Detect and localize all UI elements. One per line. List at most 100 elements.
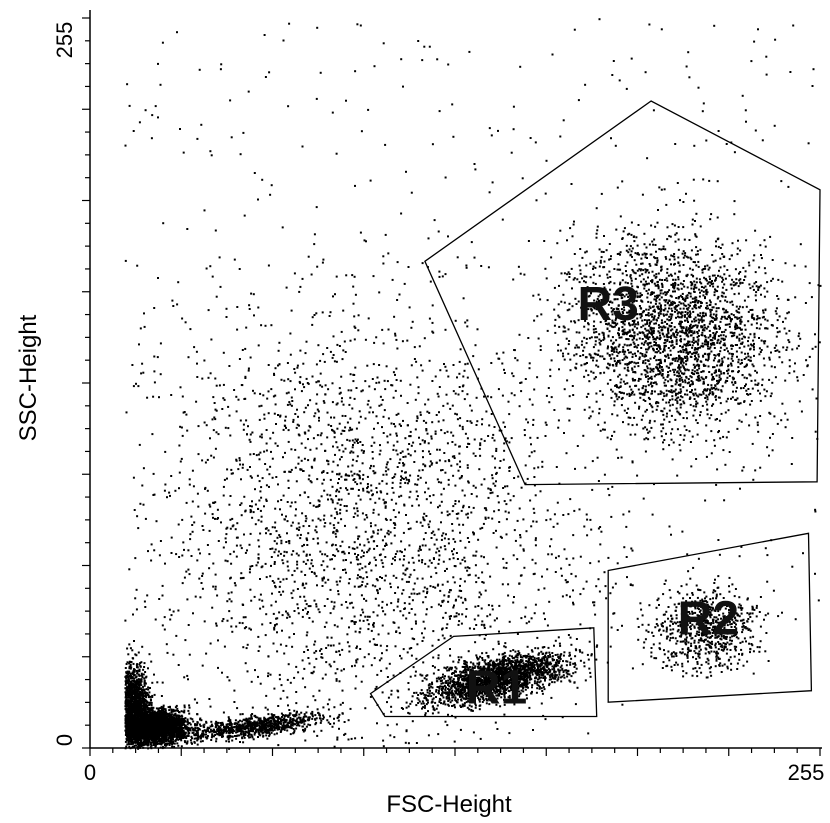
event-dot	[176, 736, 179, 739]
event-dot	[142, 732, 145, 734]
event-dot	[165, 717, 168, 720]
event-dot	[277, 723, 280, 726]
event-dot	[131, 679, 134, 682]
event-dot	[125, 737, 128, 740]
event-dot	[178, 716, 180, 719]
event-dot	[135, 712, 138, 714]
event-dot	[124, 719, 127, 722]
event-dot	[155, 716, 158, 719]
event-dot	[336, 717, 339, 719]
event-dot	[188, 722, 191, 725]
event-dot	[140, 661, 143, 664]
event-dot	[127, 741, 130, 744]
event-dot	[138, 715, 141, 718]
event-dot	[135, 726, 138, 729]
event-dot	[156, 740, 159, 743]
event-dot	[149, 687, 151, 689]
event-dot	[185, 727, 188, 730]
event-dot	[311, 717, 314, 720]
event-dot	[133, 736, 136, 739]
event-dot	[138, 738, 141, 741]
event-dot	[211, 725, 214, 728]
event-dot	[135, 675, 138, 678]
event-dot	[125, 713, 128, 716]
event-dot	[228, 731, 231, 734]
event-dot	[229, 727, 232, 730]
event-dot	[149, 712, 152, 715]
event-dot	[273, 728, 276, 731]
event-dot	[167, 706, 170, 709]
event-dot	[168, 721, 171, 724]
event-dot	[160, 729, 163, 732]
event-dot	[176, 723, 179, 726]
event-dot	[147, 743, 150, 746]
event-dot	[297, 716, 300, 719]
event-dot	[150, 733, 153, 736]
event-dot	[199, 740, 202, 743]
event-dot	[288, 720, 291, 723]
event-dot	[145, 732, 148, 735]
event-dot	[164, 713, 167, 716]
event-dot	[153, 673, 155, 676]
event-dot	[130, 698, 133, 701]
event-dot	[157, 707, 160, 710]
event-dot	[144, 710, 147, 712]
event-dot	[160, 712, 163, 715]
event-dot	[125, 676, 128, 679]
event-dot	[156, 713, 159, 716]
event-dot	[170, 711, 173, 713]
event-dot	[160, 728, 163, 731]
event-dot	[166, 712, 169, 715]
event-dot	[128, 715, 131, 718]
event-dot	[197, 734, 200, 737]
event-dot	[270, 720, 273, 723]
event-dot	[164, 742, 167, 745]
event-dot	[131, 684, 134, 687]
event-dot	[149, 726, 152, 729]
event-dot	[159, 731, 162, 733]
event-dot	[132, 734, 134, 737]
event-dot	[154, 737, 157, 740]
event-dot	[183, 711, 186, 714]
event-dot	[177, 733, 180, 736]
event-dot	[172, 717, 175, 720]
event-dot	[166, 729, 169, 732]
event-dot	[168, 722, 171, 725]
event-dot	[146, 701, 149, 704]
event-dot	[157, 732, 160, 735]
event-dot	[143, 680, 146, 683]
event-dot	[155, 731, 158, 734]
event-dot	[126, 692, 129, 695]
event-dot	[145, 715, 147, 718]
event-dot	[135, 727, 137, 730]
event-dot	[247, 734, 250, 737]
event-dot	[150, 738, 153, 741]
event-dot	[149, 721, 152, 724]
event-dot	[137, 673, 140, 676]
event-dot	[266, 721, 269, 724]
event-dot	[184, 724, 186, 727]
event-dot	[215, 740, 218, 743]
event-dot	[194, 723, 196, 726]
event-dot	[184, 726, 186, 729]
event-dot	[302, 716, 305, 719]
event-dot	[147, 667, 149, 670]
event-dot	[128, 671, 131, 674]
event-dot	[152, 727, 155, 730]
event-dot	[173, 735, 176, 738]
event-dot	[136, 666, 139, 669]
event-dot	[124, 729, 127, 732]
event-dot	[148, 719, 151, 722]
event-dot	[164, 729, 167, 732]
event-dot	[230, 735, 233, 738]
event-dot	[133, 669, 136, 672]
event-dot	[148, 738, 150, 741]
event-dot	[134, 680, 137, 683]
event-dot	[135, 685, 138, 688]
event-dot	[153, 740, 156, 743]
event-dot	[129, 711, 132, 713]
event-dot	[131, 723, 134, 726]
event-dot	[175, 720, 178, 723]
event-dot	[133, 670, 136, 673]
